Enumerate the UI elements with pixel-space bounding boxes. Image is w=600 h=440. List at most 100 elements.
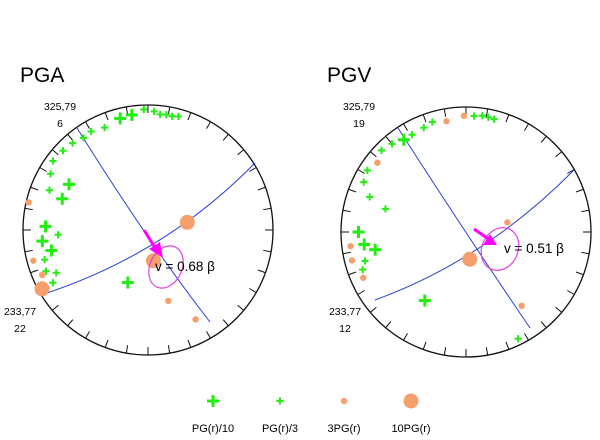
bottom-plane-count: 22 — [14, 323, 26, 335]
arrowhead — [483, 234, 497, 245]
tick-mark — [51, 149, 59, 156]
velocity-label: v = 0.68 β — [155, 259, 215, 274]
dot-marker — [462, 251, 478, 267]
tick-mark — [167, 345, 171, 354]
tick-marks — [23, 105, 273, 355]
legend-symbol — [276, 397, 284, 405]
bottom-plane-label: 233,77 — [329, 306, 361, 318]
velocity-label: v = 0.51 β — [504, 241, 564, 256]
tick-mark — [85, 121, 90, 129]
tick-mark — [30, 186, 39, 191]
legend-symbol — [207, 395, 219, 407]
marker-layer — [347, 112, 525, 343]
tick-mark — [24, 207, 33, 211]
legend-symbol — [340, 397, 348, 405]
tick-mark — [422, 114, 427, 123]
tick-mark — [257, 186, 266, 191]
dot-marker — [38, 271, 46, 279]
tick-mark — [222, 319, 229, 327]
nodal-plane-1 — [397, 127, 531, 329]
top-plane-count: 19 — [353, 118, 365, 130]
tick-mark — [206, 331, 211, 339]
tick-mark — [237, 304, 245, 311]
nodal-plane-2 — [40, 162, 256, 296]
tick-mark — [555, 306, 563, 313]
tick-mark — [222, 133, 229, 141]
bottom-plane-label: 233,77 — [4, 306, 36, 318]
tick-mark — [237, 149, 245, 156]
tick-mark — [540, 135, 547, 143]
tick-mark — [485, 347, 489, 356]
tick-mark — [443, 347, 447, 356]
tick-mark — [125, 345, 129, 354]
tick-mark — [263, 207, 272, 211]
dot-marker — [360, 274, 367, 281]
legend: PG(r)/10 PG(r)/3 3PG(r) 10PG(r) — [192, 393, 431, 435]
tick-mark — [104, 112, 109, 121]
tick-mark — [369, 151, 377, 158]
tick-mark — [104, 339, 109, 348]
stereonet-frame — [22, 104, 274, 356]
legend-item: PG(r)/10 — [192, 395, 234, 435]
dot-marker — [518, 302, 525, 310]
rupture-direction-arrow — [473, 227, 491, 242]
tick-mark — [422, 341, 427, 350]
tick-mark — [39, 167, 47, 172]
legend-symbol — [403, 393, 419, 409]
dot-marker — [179, 214, 195, 230]
legend-label: PG(r)/3 — [262, 423, 298, 435]
dot-marker — [504, 219, 511, 226]
tick-mark — [385, 135, 392, 143]
tick-mark — [187, 339, 192, 348]
tick-mark — [167, 106, 171, 115]
tick-mark — [443, 108, 447, 117]
tick-mark — [524, 123, 529, 131]
top-plane-label: 325,79 — [44, 101, 76, 113]
tick-mark — [30, 269, 39, 274]
dot-marker — [340, 397, 348, 405]
tick-mark — [505, 341, 510, 350]
tick-mark — [403, 333, 408, 341]
tick-mark — [249, 288, 257, 293]
arrowhead — [149, 242, 163, 258]
panel-title: PGV — [327, 64, 371, 87]
tick-mark — [187, 112, 192, 121]
stereonet-pga: PGA 325,79 6 233,77 22 v = 0.68 β — [4, 64, 274, 356]
legend-label: PG(r)/10 — [192, 423, 234, 435]
tick-mark — [348, 271, 357, 276]
tick-mark — [67, 133, 74, 141]
tick-mark — [555, 151, 563, 158]
legend-label: 3PG(r) — [328, 423, 361, 435]
dot-marker — [348, 257, 356, 264]
dot-marker — [403, 393, 419, 409]
dot-marker — [34, 281, 50, 297]
tick-mark — [581, 209, 590, 213]
stereonet-pgv: PGV 325,79 19 233,77 12 v = 0.51 β — [327, 64, 592, 358]
tick-mark — [540, 321, 547, 329]
tick-mark — [85, 331, 90, 339]
dot-marker — [165, 297, 172, 305]
tick-mark — [51, 304, 59, 311]
tick-mark — [357, 169, 365, 174]
dot-marker — [30, 257, 37, 264]
dot-marker — [443, 118, 450, 125]
tick-mark — [342, 251, 351, 255]
tick-mark — [24, 249, 33, 253]
dot-marker — [374, 159, 381, 166]
tick-mark — [567, 169, 575, 174]
tick-mark — [505, 114, 510, 123]
tick-mark — [575, 188, 584, 193]
dot-marker — [347, 242, 354, 250]
nodal-plane-2 — [374, 169, 575, 301]
tick-mark — [524, 333, 529, 341]
dot-marker — [25, 199, 32, 206]
tick-mark — [369, 306, 377, 313]
top-plane-count: 6 — [57, 118, 63, 130]
tick-mark — [385, 321, 392, 329]
tick-mark — [67, 319, 74, 327]
tick-mark — [206, 121, 211, 129]
legend-item: PG(r)/3 — [262, 397, 298, 435]
tick-mark — [249, 167, 257, 172]
velocity-ellipse — [148, 245, 184, 289]
